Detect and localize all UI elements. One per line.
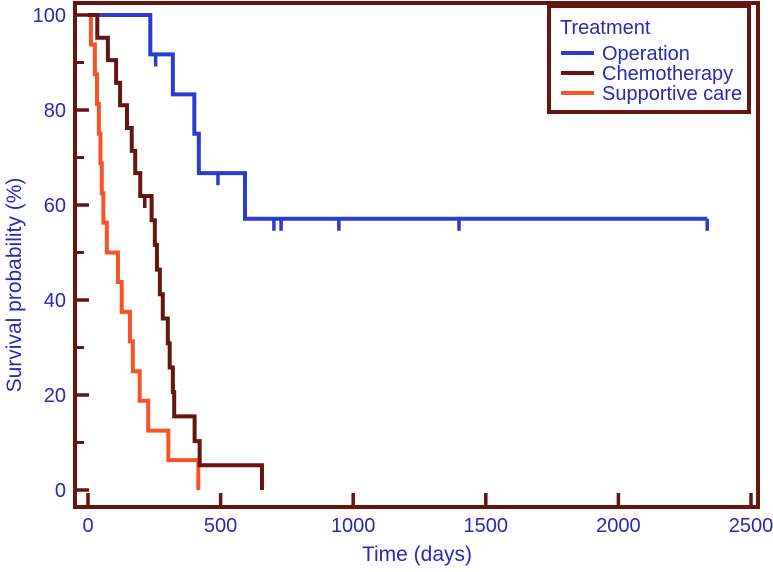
x-tick-label: 500	[204, 515, 237, 537]
survival-curves	[88, 13, 709, 490]
legend-label-supportive-care: Supportive care	[602, 83, 742, 105]
curve-supportive-care	[88, 13, 201, 490]
legend-entry-operation: Operation	[561, 43, 690, 65]
legend: Treatment Operation Chemotherapy Support…	[547, 4, 751, 114]
y-tick-label: 20	[44, 385, 66, 407]
y-axis-title: Survival probability (%)	[3, 178, 26, 393]
y-tick-label: 100	[33, 5, 66, 27]
y-tick-label: 60	[44, 195, 66, 217]
legend-entry-chemotherapy: Chemotherapy	[561, 63, 733, 85]
x-tick-label: 2500	[729, 515, 773, 537]
x-tick-label: 1000	[331, 515, 376, 537]
legend-label-operation: Operation	[602, 43, 690, 65]
axis-ticks	[75, 13, 753, 507]
legend-title: Treatment	[560, 17, 651, 39]
x-tick-label: 0	[82, 515, 93, 537]
legend-entry-supportive-care: Supportive care	[561, 83, 742, 105]
y-tick-label: 0	[55, 480, 66, 502]
curve-chemotherapy	[88, 13, 264, 490]
y-tick-label: 80	[44, 100, 66, 122]
legend-label-chemotherapy: Chemotherapy	[602, 63, 733, 85]
x-tick-label: 2000	[596, 515, 641, 537]
axis-tick-labels: 0 500 1000 1500 2000 2500 0 20 40 60 80 100	[33, 5, 773, 537]
plot-frame	[73, 1, 760, 509]
x-axis-title: Time (days)	[362, 543, 472, 566]
y-tick-label: 40	[44, 290, 66, 312]
plot-frame-rect	[73, 1, 760, 509]
curve-operation	[88, 13, 708, 221]
x-tick-label: 1500	[464, 515, 509, 537]
